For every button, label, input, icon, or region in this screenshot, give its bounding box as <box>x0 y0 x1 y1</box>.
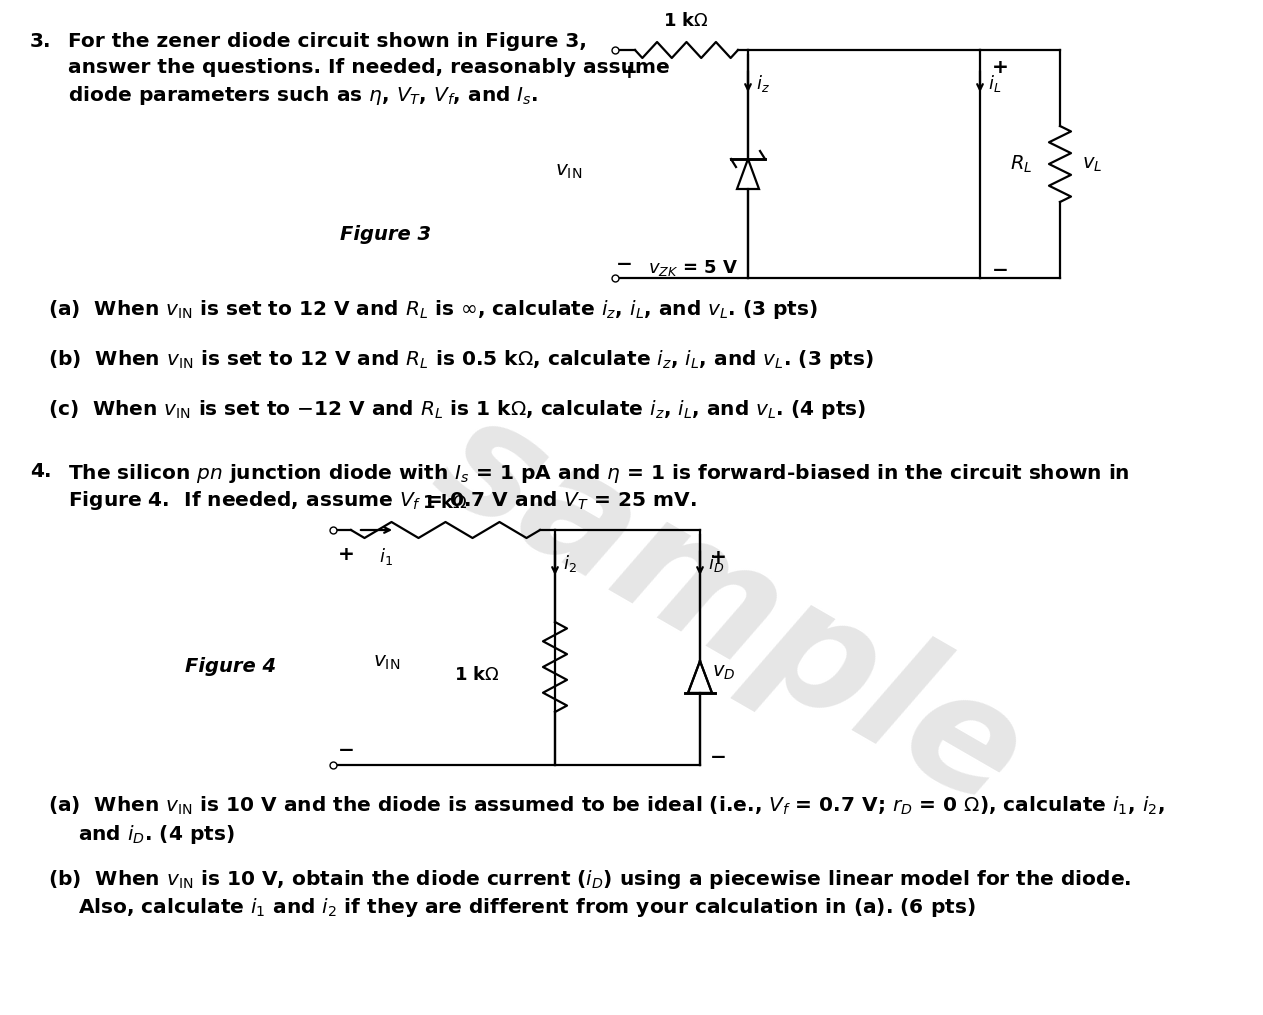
Text: 1 k$\Omega$: 1 k$\Omega$ <box>455 666 500 684</box>
Text: −: − <box>616 255 633 274</box>
Text: Also, calculate $i_1$ and $i_2$ if they are different from your calculation in (: Also, calculate $i_1$ and $i_2$ if they … <box>78 896 975 919</box>
Text: answer the questions. If needed, reasonably assume: answer the questions. If needed, reasona… <box>68 58 669 77</box>
Text: $v_{ZK}$ = 5 V: $v_{ZK}$ = 5 V <box>648 258 739 278</box>
Text: $i_1$: $i_1$ <box>379 546 393 567</box>
Text: sample: sample <box>412 382 1048 838</box>
Text: +: + <box>621 63 638 82</box>
Text: $R_L$: $R_L$ <box>1009 153 1032 175</box>
Polygon shape <box>738 159 759 189</box>
Text: $i_D$: $i_D$ <box>709 552 724 573</box>
Text: −: − <box>338 741 355 760</box>
Text: $v_D$: $v_D$ <box>712 663 735 681</box>
Text: +: + <box>991 58 1009 77</box>
Text: (a)  When $v_\mathrm{IN}$ is set to 12 V and $R_L$ is $\infty$, calculate $i_z$,: (a) When $v_\mathrm{IN}$ is set to 12 V … <box>48 298 818 321</box>
Text: $i_L$: $i_L$ <box>988 72 1002 93</box>
Text: Figure 4: Figure 4 <box>184 658 277 677</box>
Text: The silicon $pn$ junction diode with $I_s$ = 1 pA and $\eta$ = 1 is forward-bias: The silicon $pn$ junction diode with $I_… <box>68 462 1129 485</box>
Text: +: + <box>710 548 727 567</box>
Text: 4.: 4. <box>30 462 52 481</box>
Text: 3.: 3. <box>30 32 52 51</box>
Text: (c)  When $v_\mathrm{IN}$ is set to $-$12 V and $R_L$ is 1 k$\Omega$, calculate : (c) When $v_\mathrm{IN}$ is set to $-$12… <box>48 398 866 421</box>
Text: and $i_D$. (4 pts): and $i_D$. (4 pts) <box>78 823 235 845</box>
Text: 1 k$\Omega$: 1 k$\Omega$ <box>422 494 467 512</box>
Text: $v_\mathrm{IN}$: $v_\mathrm{IN}$ <box>554 161 582 181</box>
Text: $i_2$: $i_2$ <box>563 552 577 573</box>
Text: Figure 4.  If needed, assume $V_f$ = 0.7 V and $V_T$ = 25 mV.: Figure 4. If needed, assume $V_f$ = 0.7 … <box>68 489 697 512</box>
Text: Figure 3: Figure 3 <box>340 225 431 244</box>
Text: −: − <box>710 748 727 767</box>
Text: 1 k$\Omega$: 1 k$\Omega$ <box>663 12 709 30</box>
Text: $i_z$: $i_z$ <box>757 72 770 93</box>
Text: (b)  When $v_\mathrm{IN}$ is set to 12 V and $R_L$ is 0.5 k$\Omega$, calculate $: (b) When $v_\mathrm{IN}$ is set to 12 V … <box>48 348 874 371</box>
Text: For the zener diode circuit shown in Figure 3,: For the zener diode circuit shown in Fig… <box>68 32 587 51</box>
Text: +: + <box>338 545 355 564</box>
Text: $v_L$: $v_L$ <box>1082 154 1103 174</box>
Text: (b)  When $v_\mathrm{IN}$ is 10 V, obtain the diode current ($i_D$) using a piec: (b) When $v_\mathrm{IN}$ is 10 V, obtain… <box>48 868 1132 891</box>
Text: −: − <box>991 261 1009 280</box>
Text: (a)  When $v_\mathrm{IN}$ is 10 V and the diode is assumed to be ideal (i.e., $V: (a) When $v_\mathrm{IN}$ is 10 V and the… <box>48 795 1164 817</box>
Text: diode parameters such as $\eta$, $V_T$, $V_f$, and $I_s$.: diode parameters such as $\eta$, $V_T$, … <box>68 84 538 107</box>
Text: $v_\mathrm{IN}$: $v_\mathrm{IN}$ <box>373 653 400 672</box>
Polygon shape <box>688 661 712 693</box>
